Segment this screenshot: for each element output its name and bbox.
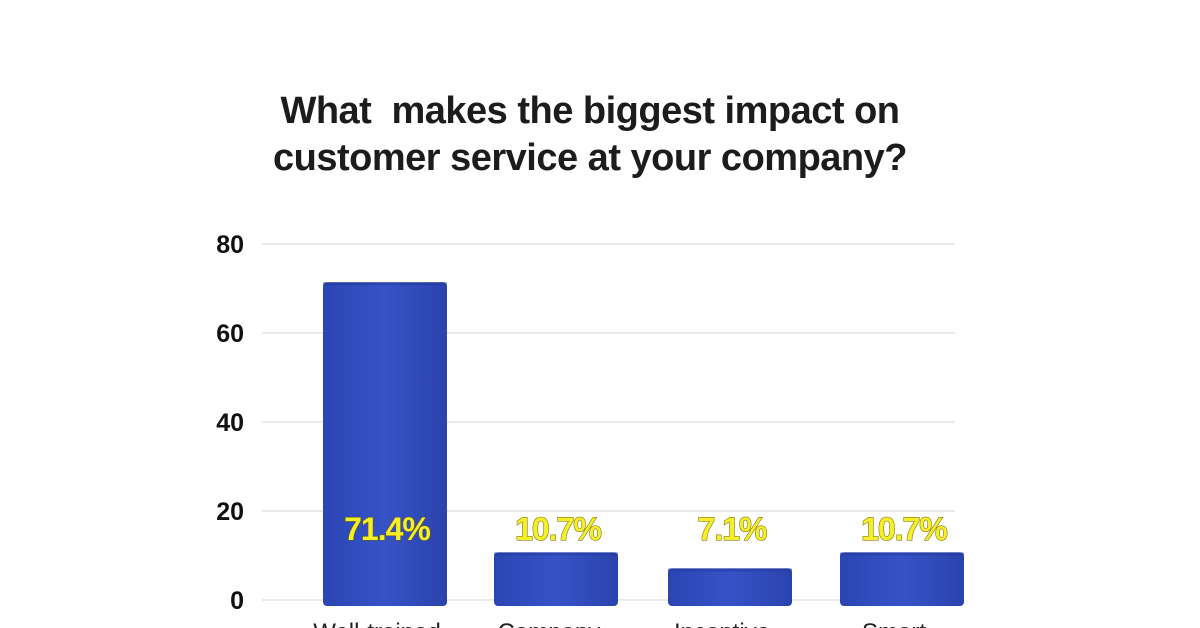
bar: [840, 552, 964, 606]
x-category-label: Company...: [498, 619, 619, 628]
data-label: 10.7%: [861, 511, 947, 547]
data-labels: 71.4% 10.7% 7.1% 10.7%: [344, 511, 949, 548]
y-axis: 0 20 40 60 80: [216, 231, 244, 615]
y-tick-label: 20: [216, 498, 244, 526]
data-label: 10.7%: [515, 511, 601, 547]
bar-top-edge: [494, 552, 618, 556]
bar: [668, 568, 792, 606]
y-tick-label: 60: [216, 320, 244, 348]
y-tick-label: 0: [230, 587, 244, 615]
chart-title-line-2: customer service at your company?: [273, 137, 907, 179]
bar: [494, 552, 618, 606]
x-category-label: Incentive...: [674, 619, 790, 628]
y-tick-label: 80: [216, 231, 244, 259]
bar-top-edge: [840, 552, 964, 556]
data-label: 71.4%: [344, 511, 430, 547]
y-tick-label: 40: [216, 409, 244, 437]
chart-title-line-1: What makes the biggest impact on: [280, 90, 900, 132]
bar: [323, 282, 447, 606]
bars: [323, 282, 964, 606]
chart-title: What makes the biggest impact on custome…: [200, 88, 980, 182]
x-category-label: Smart...: [862, 619, 946, 628]
x-axis: Well-trained... Company... Incentive... Sma…: [313, 619, 946, 628]
bar-top-edge: [323, 282, 447, 286]
x-category-label: Well-trained...: [313, 619, 461, 628]
bar-top-edge: [668, 568, 792, 572]
data-label: 7.1%: [698, 511, 767, 547]
